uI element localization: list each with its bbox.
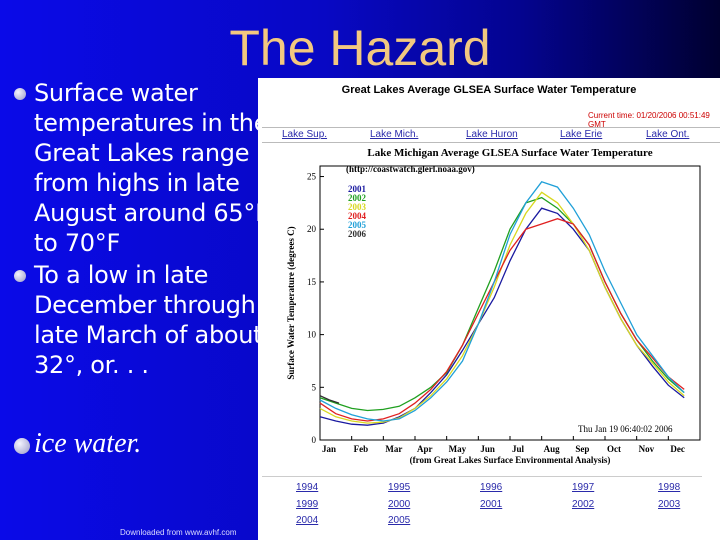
series-line-2003 (319, 191, 685, 424)
panel-title: Great Lakes Average GLSEA Surface Water … (341, 84, 637, 96)
screenshot-panel: Great Lakes Average GLSEA Surface Water … (258, 78, 720, 540)
y-tick-label: 0 (312, 435, 317, 445)
lake-links: Lake Sup. Lake Mich. Lake Huron Lake Eri… (262, 127, 720, 143)
x-tick-label: Nov (639, 444, 655, 454)
year-link[interactable]: 1998 (658, 482, 681, 493)
chart-subtitle: (http://coastwatch.glerl.noaa.gov) (346, 164, 475, 174)
legend-entry-2005: 2005 (348, 220, 367, 230)
bullet-text: Surface water temperatures in the Great … (34, 79, 269, 257)
x-tick-label: May (449, 444, 467, 454)
slide-title: The Hazard (229, 20, 491, 76)
x-tick-label: Feb (354, 444, 369, 454)
y-tick-label: 25 (307, 172, 317, 182)
bullet-item: Surface water temperatures in the Great … (8, 78, 270, 258)
x-tick-label: Jun (480, 444, 495, 454)
bullet-dot-icon (14, 437, 30, 454)
year-link[interactable]: 2005 (388, 515, 411, 526)
series-line-2006 (319, 395, 340, 404)
plot-frame (319, 165, 701, 441)
y-tick-label: 5 (312, 382, 317, 392)
series-line-2002 (319, 196, 685, 412)
lake-link-superior[interactable]: Lake Sup. (282, 129, 328, 140)
x-tick-label: Dec (670, 444, 685, 454)
legend-entry-2003: 2003 (348, 202, 367, 212)
x-tick-label: Mar (385, 444, 402, 454)
x-tick-label: Jan (322, 444, 336, 454)
year-link[interactable]: 2001 (480, 499, 503, 510)
bullet-item-large: ice water. (14, 428, 141, 460)
legend-entry-2002: 2002 (348, 193, 367, 203)
year-link[interactable]: 1995 (388, 482, 411, 493)
bullet-text: ice water. (34, 428, 142, 459)
chart-title: Lake Michigan Average GLSEA Surface Wate… (367, 147, 652, 159)
series-line-2001 (319, 207, 685, 426)
chart-timestamp: Thu Jan 19 06:40:02 2006 (578, 424, 673, 434)
year-links: 1994 1995 1996 1997 1998 1999 2000 2001 … (262, 476, 702, 526)
bullet-dot-icon (14, 270, 26, 282)
lake-link-michigan[interactable]: Lake Mich. (370, 129, 419, 140)
x-tick-label: Jul (512, 444, 525, 454)
bullet-item: To a low in late December through late M… (8, 260, 270, 380)
lake-link-erie[interactable]: Lake Erie (560, 129, 603, 140)
year-link[interactable]: 2002 (572, 499, 595, 510)
series-line-2005 (319, 181, 685, 422)
legend-entry-2001: 2001 (348, 184, 367, 194)
x-tick-label: Sep (575, 444, 589, 454)
legend-entry-2006: 2006 (348, 229, 367, 239)
legend-entry-2004: 2004 (348, 211, 367, 221)
lake-link-huron[interactable]: Lake Huron (466, 129, 518, 140)
y-axis-label: Surface Water Temperature (degrees C) (286, 226, 296, 379)
year-link[interactable]: 2004 (296, 515, 319, 526)
x-axis-label: (from Great Lakes Surface Environmental … (410, 455, 611, 465)
year-link[interactable]: 1996 (480, 482, 503, 493)
current-time: Current time: 01/20/2006 00:51:49 GMT (588, 111, 710, 129)
y-tick-label: 20 (307, 224, 317, 234)
credit-text: Downloaded from www.avhf.com (120, 528, 237, 537)
year-link[interactable]: 2003 (658, 499, 681, 510)
year-link[interactable]: 1997 (572, 482, 595, 493)
lake-link-ontario[interactable]: Lake Ont. (646, 129, 690, 140)
year-link[interactable]: 1994 (296, 482, 319, 493)
year-link[interactable]: 2000 (388, 499, 411, 510)
year-link[interactable]: 1999 (296, 499, 319, 510)
x-tick-label: Oct (607, 444, 621, 454)
bullet-text: To a low in late December through late M… (34, 261, 263, 379)
temperature-chart: Lake Michigan Average GLSEA Surface Wate… (286, 147, 701, 465)
bullet-list: Surface water temperatures in the Great … (8, 78, 270, 380)
y-tick-label: 10 (307, 330, 317, 340)
bullet-dot-icon (14, 88, 26, 100)
x-tick-label: Aug (544, 444, 561, 454)
series-line-2004 (319, 218, 685, 422)
x-tick-label: Apr (417, 444, 433, 454)
y-tick-label: 15 (307, 277, 317, 287)
